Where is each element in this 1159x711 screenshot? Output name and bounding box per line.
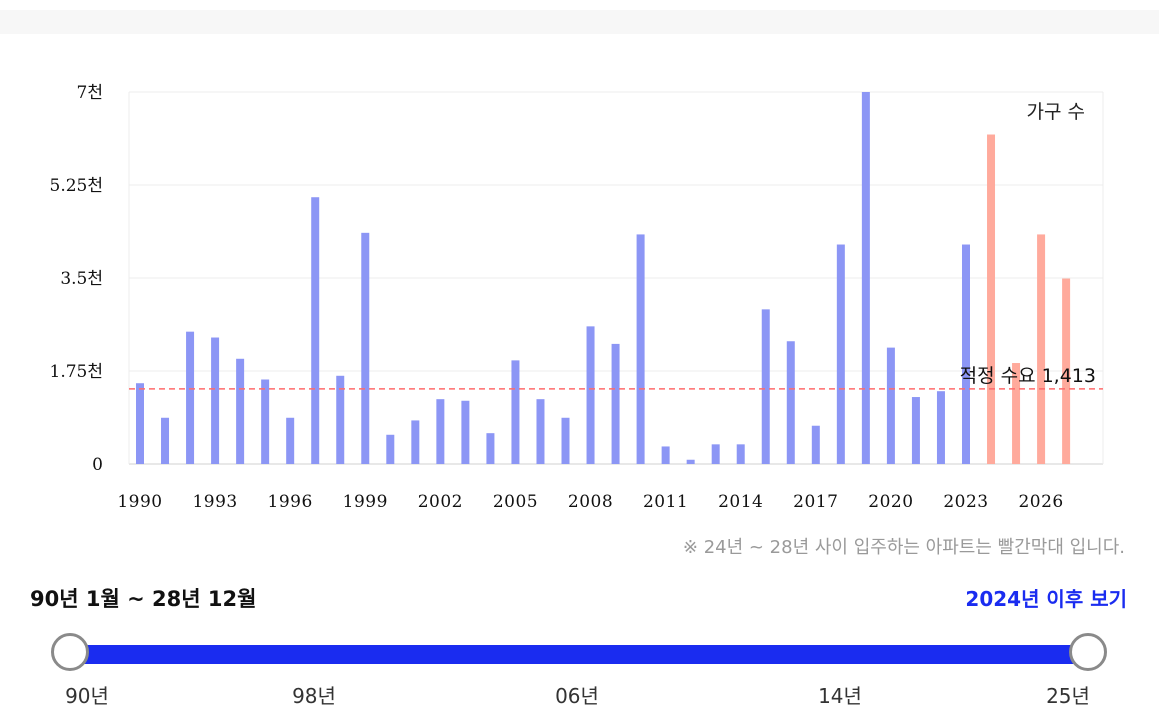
- bars: [136, 92, 1071, 465]
- bar-2003[interactable]: [461, 400, 470, 464]
- bar-1994[interactable]: [236, 358, 245, 464]
- bar-2024[interactable]: [987, 134, 996, 464]
- bar-2015[interactable]: [761, 309, 770, 464]
- range-text: 90년 1월 ~ 28년 12월: [30, 587, 257, 611]
- y-tick-label: 3.5천: [60, 269, 103, 289]
- slider-tick-label: 98년: [292, 684, 336, 708]
- bar-1999[interactable]: [361, 232, 370, 464]
- slider-tick-label: 25년: [1046, 684, 1090, 708]
- bar-2018[interactable]: [836, 244, 845, 464]
- bar-2019[interactable]: [861, 92, 870, 464]
- x-tick-label: 2014: [718, 492, 763, 512]
- bar-2023[interactable]: [961, 244, 970, 464]
- slider-tick-label: 14년: [818, 684, 862, 708]
- bar-1993[interactable]: [211, 337, 220, 464]
- x-tick-label: 2023: [943, 492, 988, 512]
- bar-2022[interactable]: [936, 391, 945, 464]
- x-tick-label: 1999: [343, 492, 388, 512]
- bar-2000[interactable]: [386, 434, 395, 464]
- y-axis-ticks: 0 1.75천 3.5천 5.25천 7천: [50, 83, 104, 475]
- bar-2017[interactable]: [811, 425, 820, 464]
- bar-2014[interactable]: [736, 444, 745, 464]
- bar-2020[interactable]: [886, 347, 895, 464]
- bar-chart: 0 1.75천 3.5천 5.25천 7천 1990 1993 1996 1999 2002 20…: [50, 83, 1104, 512]
- x-tick-label: 2005: [493, 492, 538, 512]
- series-label: 가구 수: [1027, 101, 1085, 123]
- bar-1990[interactable]: [136, 383, 144, 464]
- bar-2002[interactable]: [436, 399, 445, 464]
- bar-2012[interactable]: [686, 459, 695, 464]
- x-tick-label: 2008: [568, 492, 613, 512]
- bar-2006[interactable]: [536, 399, 545, 464]
- y-tick-label: 7천: [77, 83, 103, 103]
- bar-2013[interactable]: [711, 444, 720, 464]
- x-tick-label: 2026: [1018, 492, 1063, 512]
- bar-1991[interactable]: [161, 417, 170, 464]
- y-tick-label: 0: [92, 455, 103, 475]
- x-tick-label: 2020: [868, 492, 913, 512]
- slider-tick-label: 90년: [65, 684, 109, 708]
- top-band: [0, 10, 1159, 34]
- bar-2008[interactable]: [586, 326, 595, 464]
- note-text: ※ 24년 ~ 28년 사이 입주하는 아파트는 빨간막대 입니다.: [682, 537, 1125, 558]
- bar-2009[interactable]: [611, 343, 620, 464]
- bar-2026[interactable]: [1037, 234, 1046, 464]
- bar-1997[interactable]: [311, 197, 320, 465]
- bar-2011[interactable]: [661, 446, 670, 464]
- y-tick-label: 1.75천: [50, 362, 104, 382]
- range-slider-start-handle[interactable]: [51, 633, 89, 671]
- slider-tick-label: 06년: [555, 684, 599, 708]
- bar-2007[interactable]: [561, 417, 570, 464]
- x-tick-label: 1993: [192, 492, 237, 512]
- y-tick-label: 5.25천: [50, 176, 104, 196]
- bar-1995[interactable]: [261, 379, 270, 464]
- bar-2005[interactable]: [511, 360, 520, 464]
- x-tick-label: 2017: [793, 492, 838, 512]
- x-axis-ticks: 1990 1993 1996 1999 2002 2005 2008 2011 2014 2017…: [117, 492, 1063, 512]
- reference-line-label: 적정 수요 1,413: [960, 365, 1096, 387]
- x-tick-label: 2011: [643, 492, 688, 512]
- bar-1996[interactable]: [286, 417, 295, 464]
- bar-2025[interactable]: [1012, 363, 1021, 464]
- x-tick-label: 1990: [117, 492, 162, 512]
- range-slider-end-handle[interactable]: [1069, 633, 1107, 671]
- x-tick-label: 2002: [418, 492, 463, 512]
- bar-2021[interactable]: [911, 397, 920, 464]
- x-tick-label: 1996: [268, 492, 313, 512]
- range-slider-track[interactable]: [70, 645, 1088, 664]
- after-2024-link[interactable]: 2024년 이후 보기: [965, 587, 1127, 611]
- bar-1992[interactable]: [186, 331, 195, 464]
- bar-1998[interactable]: [336, 375, 345, 464]
- bar-2027[interactable]: [1062, 278, 1071, 464]
- bar-2016[interactable]: [786, 341, 795, 464]
- bar-2001[interactable]: [411, 420, 420, 464]
- bar-2010[interactable]: [636, 234, 645, 464]
- bar-2004[interactable]: [486, 433, 495, 464]
